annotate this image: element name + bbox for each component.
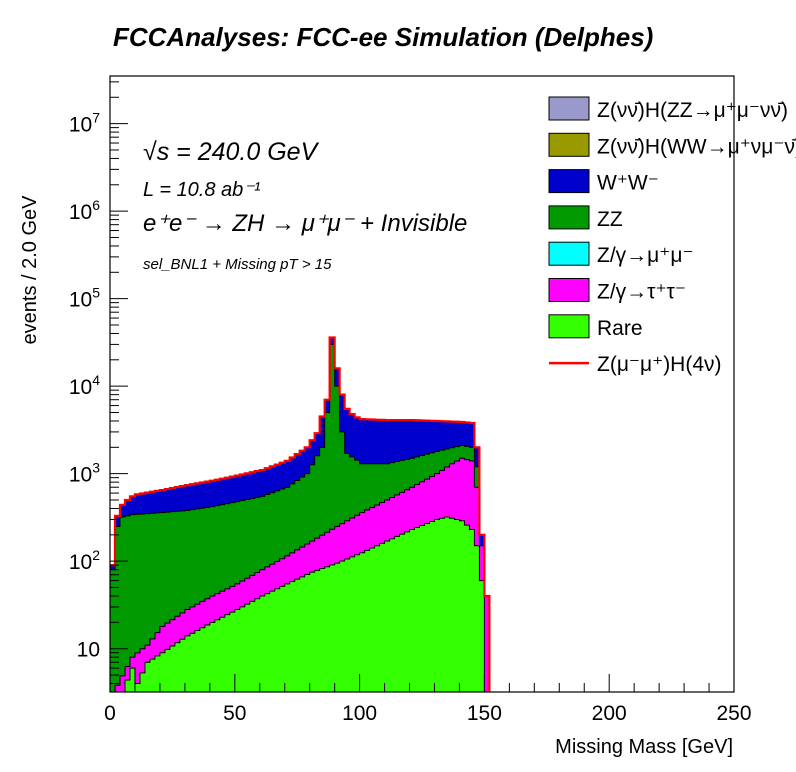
x-axis-ticks: 0 50 100 150 200 250 xyxy=(104,674,752,725)
legend: Z(νν̄)H(ZZ→μ⁺μ⁻νν̄) Z(νν̄)H(WW→μ⁺νμ⁻ν̄) W⁺… xyxy=(548,96,796,376)
plot-frame xyxy=(109,75,735,693)
y-tick-label: 10 xyxy=(77,639,100,662)
legend-swatch xyxy=(548,96,590,121)
legend-label: ZZ xyxy=(597,208,623,231)
process-annotation: e⁺e⁻ → ZH → μ⁺μ⁻ + Invisible xyxy=(143,210,467,237)
sqrt-s-annotation: √s = 240.0 GeV xyxy=(143,138,320,166)
legend-swatch xyxy=(548,314,590,339)
signal-line xyxy=(110,336,491,692)
legend-label: Z(νν̄)H(WW→μ⁺νμ⁻ν̄) xyxy=(597,135,796,158)
y-tick-label: 103 xyxy=(69,460,100,487)
legend-label: Z/γ→τ⁺τ⁻ xyxy=(597,281,686,304)
y-axis-label: events / 2.0 GeV xyxy=(19,195,41,345)
legend-label: W⁺W⁻ xyxy=(597,172,659,195)
legend-swatch xyxy=(548,169,590,194)
x-tick-label: 150 xyxy=(467,702,502,725)
y-axis-ticks: 10 102 103 104 105 106 107 xyxy=(69,81,128,685)
x-tick-label: 50 xyxy=(223,702,246,725)
chart-title: FCCAnalyses: FCC-ee Simulation (Delphes) xyxy=(113,22,653,52)
legend-label: Rare xyxy=(597,317,643,340)
selection-annotation: sel_BNL1 + Missing pT > 15 xyxy=(143,256,332,273)
x-tick-label: 200 xyxy=(592,702,627,725)
rare-histogram xyxy=(110,516,734,692)
legend-swatch xyxy=(548,278,590,302)
legend-label: Z(μ⁻μ⁺)H(4ν) xyxy=(597,353,722,376)
y-tick-label: 104 xyxy=(69,372,100,399)
x-tick-label: 100 xyxy=(342,702,377,725)
legend-label: Z/γ→μ⁺μ⁻ xyxy=(597,244,694,267)
legend-label: Z(νν̄)H(ZZ→μ⁺μ⁻νν̄) xyxy=(597,99,788,122)
legend-swatch xyxy=(548,241,590,266)
luminosity-annotation: L = 10.8 ab⁻¹ xyxy=(143,179,261,201)
x-tick-label: 250 xyxy=(716,702,751,725)
y-tick-label: 106 xyxy=(69,197,100,224)
stacked-histograms xyxy=(110,336,734,692)
x-tick-label: 0 xyxy=(104,702,116,725)
y-tick-label: 105 xyxy=(69,285,100,312)
y-tick-label: 102 xyxy=(69,547,100,574)
legend-swatch xyxy=(548,132,590,157)
y-tick-label: 107 xyxy=(69,110,100,137)
x-axis-label: Missing Mass [GeV] xyxy=(555,736,733,758)
legend-swatch xyxy=(548,205,590,230)
